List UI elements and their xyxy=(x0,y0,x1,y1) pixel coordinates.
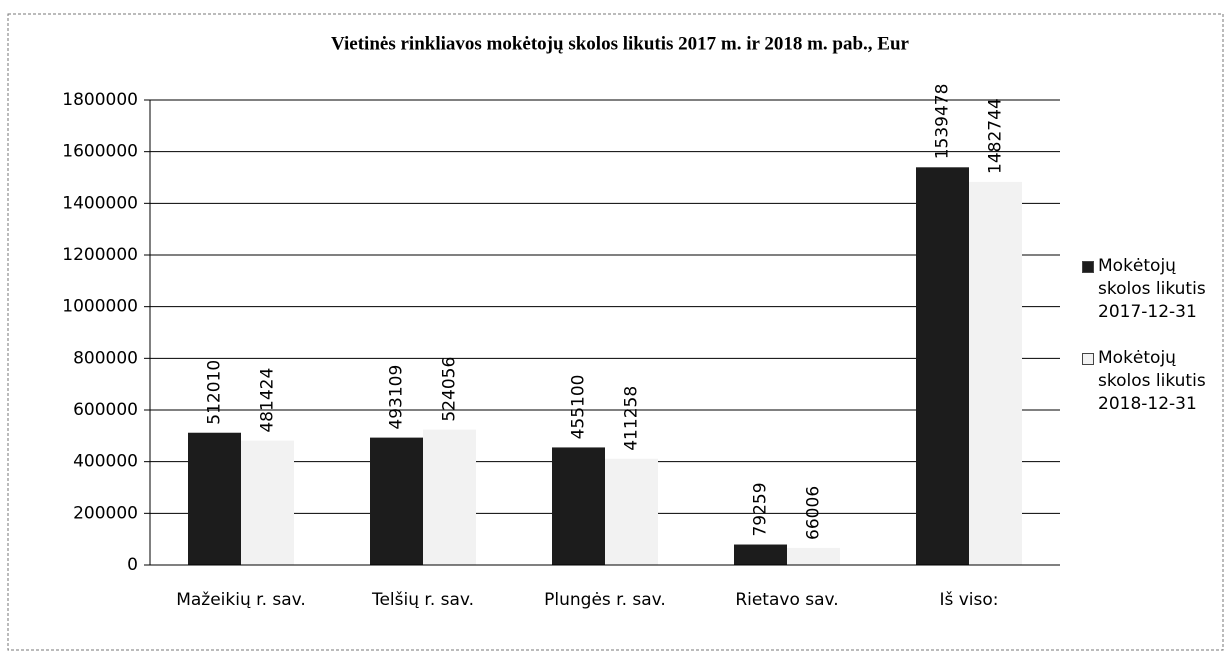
bar xyxy=(916,167,969,565)
legend-item: Mokėtojų skolos likutis 2018-12-31 xyxy=(1082,347,1213,416)
bar xyxy=(370,437,423,565)
value-label: 411258 xyxy=(622,386,642,451)
legend-swatch xyxy=(1082,353,1094,365)
legend-label: Mokėtojų skolos likutis 2018-12-31 xyxy=(1098,348,1206,414)
value-label: 66006 xyxy=(804,486,824,540)
value-label: 455100 xyxy=(569,375,589,440)
value-label: 493109 xyxy=(387,365,407,430)
value-label: 512010 xyxy=(205,360,225,425)
bar xyxy=(188,432,241,565)
y-tick-label: 0 xyxy=(127,555,138,575)
y-tick-label: 600000 xyxy=(73,400,138,420)
bar xyxy=(734,544,787,565)
y-tick-label: 400000 xyxy=(73,452,138,472)
x-tick-label: Rietavo sav. xyxy=(735,590,838,610)
bar xyxy=(423,429,476,565)
legend-label: Mokėtojų skolos likutis 2017-12-31 xyxy=(1098,256,1206,322)
y-tick-label: 200000 xyxy=(73,503,138,523)
y-tick-label: 1800000 xyxy=(62,90,138,110)
bar xyxy=(787,547,840,565)
y-tick-label: 1000000 xyxy=(62,297,138,317)
legend-swatch xyxy=(1082,261,1094,273)
value-label: 481424 xyxy=(258,368,278,433)
value-label: 1482744 xyxy=(986,98,1006,174)
y-tick-label: 1400000 xyxy=(62,193,138,213)
bar xyxy=(605,458,658,565)
x-tick-label: Plungės r. sav. xyxy=(544,590,666,610)
bar xyxy=(552,447,605,565)
x-tick-label: Mažeikių r. sav. xyxy=(176,590,306,610)
bar xyxy=(969,181,1022,565)
x-tick-label: Telšių r. sav. xyxy=(371,590,474,610)
frame xyxy=(7,13,1224,651)
x-tick-label: Iš viso: xyxy=(939,590,998,610)
value-label: 524056 xyxy=(440,357,460,422)
y-tick-label: 1600000 xyxy=(62,142,138,162)
value-label: 1539478 xyxy=(933,84,953,160)
legend-item: Mokėtojų skolos likutis 2017-12-31 xyxy=(1082,255,1213,324)
y-tick-label: 800000 xyxy=(73,348,138,368)
bar xyxy=(241,440,294,565)
value-label: 79259 xyxy=(751,482,771,536)
y-tick-label: 1200000 xyxy=(62,245,138,265)
chart-title: Vietinės rinkliavos mokėtojų skolos liku… xyxy=(331,33,910,54)
